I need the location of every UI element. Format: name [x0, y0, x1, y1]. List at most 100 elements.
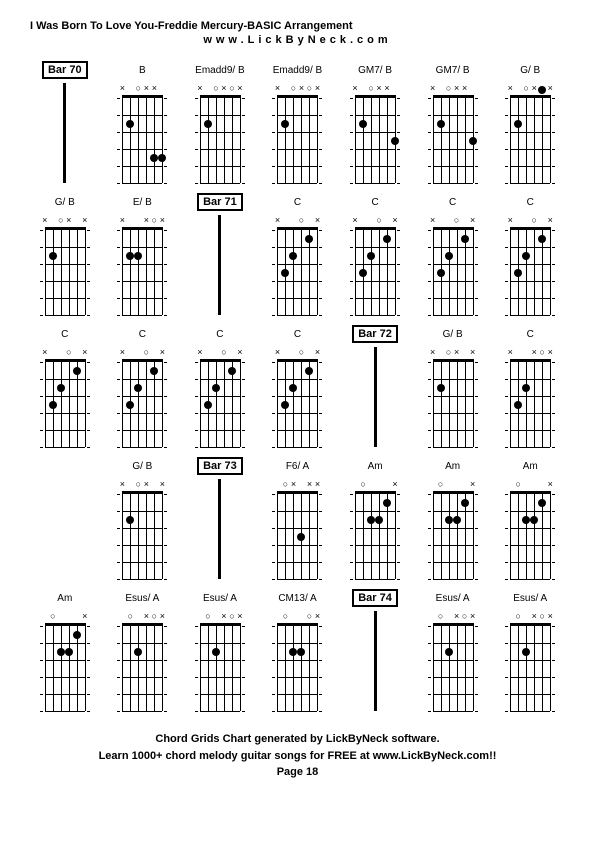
chord-name: C [294, 193, 301, 211]
fretboard: ×○×× [117, 479, 167, 579]
chord-name: C [527, 325, 534, 343]
fretboard: ○×○× [505, 611, 555, 711]
fretboard: ○× [40, 611, 90, 711]
grid-cell: GM7/ B ×○×× [340, 61, 410, 183]
chord-name: G/ B [443, 325, 463, 343]
bar-divider [63, 83, 66, 183]
grid-cell: Am○× [340, 457, 410, 579]
chord-name: C [371, 193, 378, 211]
fretboard: ×○× [428, 215, 478, 315]
bar-divider [374, 347, 377, 447]
chord-name: Esus/ A [513, 589, 547, 607]
grid-cell: Bar 74 [340, 589, 410, 711]
fretboard: ××○× [117, 215, 167, 315]
grid-cell: C ×○× [418, 193, 488, 315]
grid-cell: G/ B ×○×× [30, 193, 100, 315]
bar-label: Bar 70 [42, 61, 88, 79]
grid-cell: Esus/ A ○×○× [108, 589, 178, 711]
chord-name: F6/ A [286, 457, 309, 475]
grid-cell: Bar 72 [340, 325, 410, 447]
grid-cell: C ×○× [340, 193, 410, 315]
fretboard: ×○× [350, 215, 400, 315]
grid-cell: Am○× [495, 457, 565, 579]
chord-name: Esus/ A [436, 589, 470, 607]
fretboard: ×○× [272, 347, 322, 447]
chord-name: B [139, 61, 146, 79]
grid-cell: G/ B ×○×× [495, 61, 565, 183]
fretboard: ×○× [505, 215, 555, 315]
bar-divider [218, 215, 221, 315]
fretboard: ○× [428, 479, 478, 579]
fretboard: ×○×× [505, 83, 555, 183]
chord-name: G/ B [520, 61, 540, 79]
fretboard: ×○×× [117, 83, 167, 183]
chord-name: GM7/ B [358, 61, 392, 79]
grid-cell: Emadd9/ B ×○×○× [263, 61, 333, 183]
grid-cell: C ×○× [495, 193, 565, 315]
fretboard: ×○×○× [272, 83, 322, 183]
fretboard: ○× [505, 479, 555, 579]
bar-divider [374, 611, 377, 711]
grid-cell: CM13/ A ○○× [263, 589, 333, 711]
fretboard: ○×○× [117, 611, 167, 711]
grid-cell: Bar 70 [30, 61, 100, 183]
chord-name: C [61, 325, 68, 343]
fretboard: ×○×× [428, 83, 478, 183]
chord-name: GM7/ B [436, 61, 470, 79]
grid-cell: F6/ A ○××× [263, 457, 333, 579]
page-title: I Was Born To Love You-Freddie Mercury-B… [30, 20, 565, 32]
fretboard: ○××× [272, 479, 322, 579]
fretboard: ×○×× [40, 215, 90, 315]
fretboard: ○×○× [428, 611, 478, 711]
grid-cell: Esus/ A ○×○× [495, 589, 565, 711]
grid-cell: C ×○× [185, 325, 255, 447]
chord-name: G/ B [55, 193, 75, 211]
footer-line-1: Chord Grids Chart generated by LickByNec… [30, 731, 565, 748]
grid-cell: Bar 73 [185, 457, 255, 579]
grid-cell: C ×○× [263, 193, 333, 315]
fretboard: ×○× [195, 347, 245, 447]
fretboard: ×○×○× [195, 83, 245, 183]
chord-grid: Bar 70B×○××Emadd9/ B×○×○×Emadd9/ B×○×○×G… [30, 61, 565, 711]
grid-cell: C ××○× [495, 325, 565, 447]
grid-cell: Am ○× [30, 589, 100, 711]
chord-name: Emadd9/ B [195, 61, 244, 79]
grid-cell: Esus/ A ○×○× [418, 589, 488, 711]
grid-cell: Emadd9/ B ×○×○× [185, 61, 255, 183]
fretboard: ○○× [272, 611, 322, 711]
chord-name: Emadd9/ B [273, 61, 322, 79]
grid-cell: GM7/ B ×○×× [418, 61, 488, 183]
fretboard: ××○× [505, 347, 555, 447]
chord-name: Am [57, 589, 72, 607]
bar-label: Bar 74 [352, 589, 398, 607]
fretboard: ×○×× [350, 83, 400, 183]
grid-cell: G/ B ×○×× [108, 457, 178, 579]
grid-cell: Bar 71 [185, 193, 255, 315]
grid-cell: B ×○×× [108, 61, 178, 183]
fretboard: ×○× [40, 347, 90, 447]
fretboard: ×○×× [428, 347, 478, 447]
fretboard: ×○× [117, 347, 167, 447]
grid-cell [30, 457, 100, 579]
fretboard: ○×○× [195, 611, 245, 711]
bar-label: Bar 71 [197, 193, 243, 211]
grid-cell: Esus/ A ○×○× [185, 589, 255, 711]
footer: Chord Grids Chart generated by LickByNec… [30, 731, 565, 781]
grid-cell: Am ○× [418, 457, 488, 579]
grid-cell: C×○× [108, 325, 178, 447]
fretboard: ×○× [272, 215, 322, 315]
chord-name: C [216, 325, 223, 343]
fretboard: ○× [350, 479, 400, 579]
chord-name: CM13/ A [278, 589, 316, 607]
chord-name: Esus/ A [203, 589, 237, 607]
chord-name: Am [445, 457, 460, 475]
grid-cell: E/ B××○× [108, 193, 178, 315]
grid-cell: C ×○× [263, 325, 333, 447]
page-number: Page 18 [30, 764, 565, 781]
chord-name: C [527, 193, 534, 211]
chord-name: G/ B [132, 457, 152, 475]
bar-divider [218, 479, 221, 579]
chord-name: Esus/ A [125, 589, 159, 607]
chord-name: C [449, 193, 456, 211]
chord-name: C [294, 325, 301, 343]
